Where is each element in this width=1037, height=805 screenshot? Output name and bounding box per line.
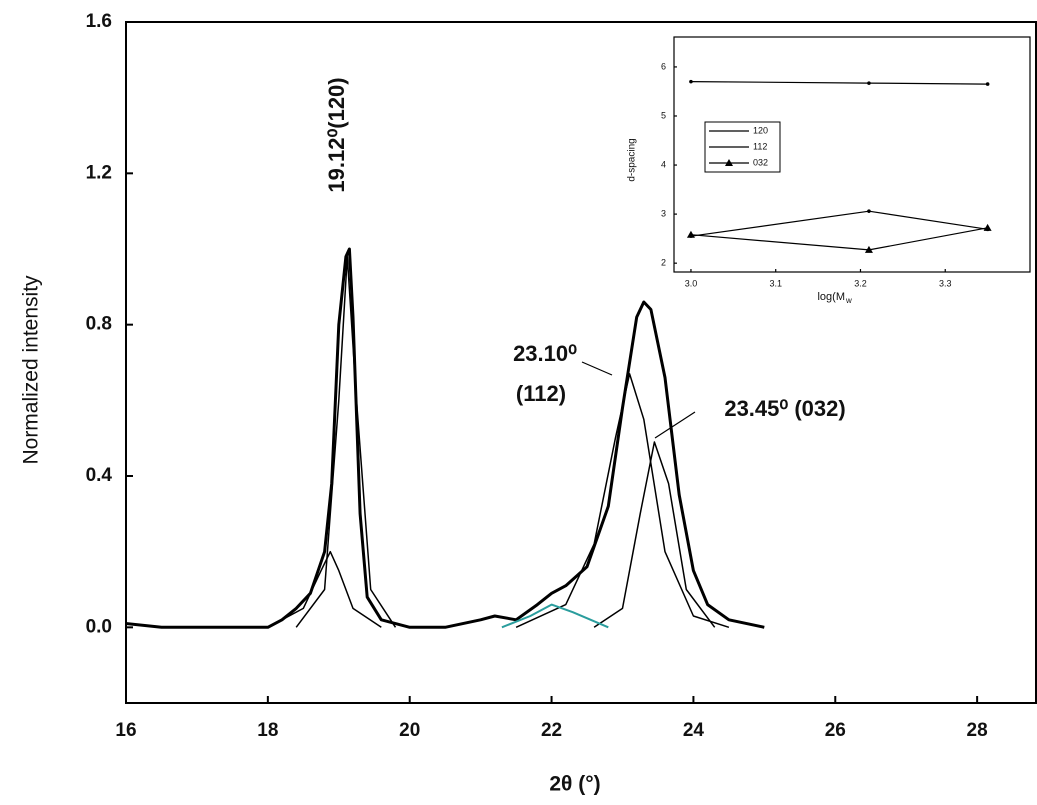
x-tick-label: 3.0 bbox=[685, 278, 698, 288]
y-tick-label: 1.6 bbox=[86, 11, 112, 32]
x-tick-label: 26 bbox=[825, 720, 846, 741]
inset-x-label: log(M bbox=[817, 291, 845, 303]
x-tick-label: 24 bbox=[683, 720, 705, 741]
inset-x-label-sub: w bbox=[845, 296, 852, 305]
point bbox=[867, 209, 871, 213]
y-tick-label: 3 bbox=[661, 208, 666, 218]
leader bbox=[654, 411, 696, 439]
x-tick-label: 18 bbox=[257, 720, 278, 741]
annotation: 23.45⁰ (032) bbox=[724, 396, 845, 421]
point bbox=[686, 230, 695, 238]
x-axis-label: 2θ (°) bbox=[549, 773, 600, 796]
x-tick-label: 3.1 bbox=[769, 278, 782, 288]
legend-label: 112 bbox=[753, 141, 767, 151]
series-line bbox=[515, 373, 730, 629]
annotation: 23.10⁰ bbox=[513, 341, 577, 366]
legend-marker bbox=[725, 159, 733, 166]
y-tick-label: 5 bbox=[661, 110, 666, 120]
y-tick-label: 0.4 bbox=[86, 465, 113, 486]
inset-y-label: d-spacing bbox=[627, 138, 638, 181]
y-tick-label: 0.0 bbox=[86, 616, 112, 637]
legend-label: 120 bbox=[753, 125, 768, 135]
point bbox=[864, 245, 873, 253]
x-tick-label: 3.2 bbox=[854, 278, 867, 288]
series-line bbox=[125, 247, 765, 629]
legend-label: 032 bbox=[753, 157, 768, 167]
x-tick-label: 22 bbox=[541, 720, 562, 741]
y-tick-label: 2 bbox=[661, 258, 666, 268]
annotation: 19.12⁰(120) bbox=[324, 77, 349, 192]
y-axis-label: Normalized intensity bbox=[20, 275, 43, 465]
y-tick-label: 0.8 bbox=[86, 314, 112, 335]
y-tick-label: 4 bbox=[661, 159, 666, 169]
plot-frame bbox=[125, 21, 1037, 704]
point bbox=[867, 81, 871, 85]
series-line bbox=[267, 550, 382, 628]
y-tick-label: 1.2 bbox=[86, 162, 112, 183]
leader bbox=[581, 361, 613, 376]
x-tick-label: 3.3 bbox=[939, 278, 952, 288]
series-line bbox=[593, 441, 716, 628]
y-tick-label: 6 bbox=[661, 61, 666, 71]
x-tick-label: 28 bbox=[967, 720, 988, 741]
series-line bbox=[295, 255, 397, 628]
point bbox=[983, 223, 992, 231]
point bbox=[689, 79, 693, 84]
series-line bbox=[501, 603, 609, 629]
annotation: (112) bbox=[516, 381, 566, 406]
x-tick-label: 16 bbox=[115, 720, 136, 741]
point bbox=[985, 82, 990, 86]
x-tick-label: 20 bbox=[399, 720, 420, 741]
